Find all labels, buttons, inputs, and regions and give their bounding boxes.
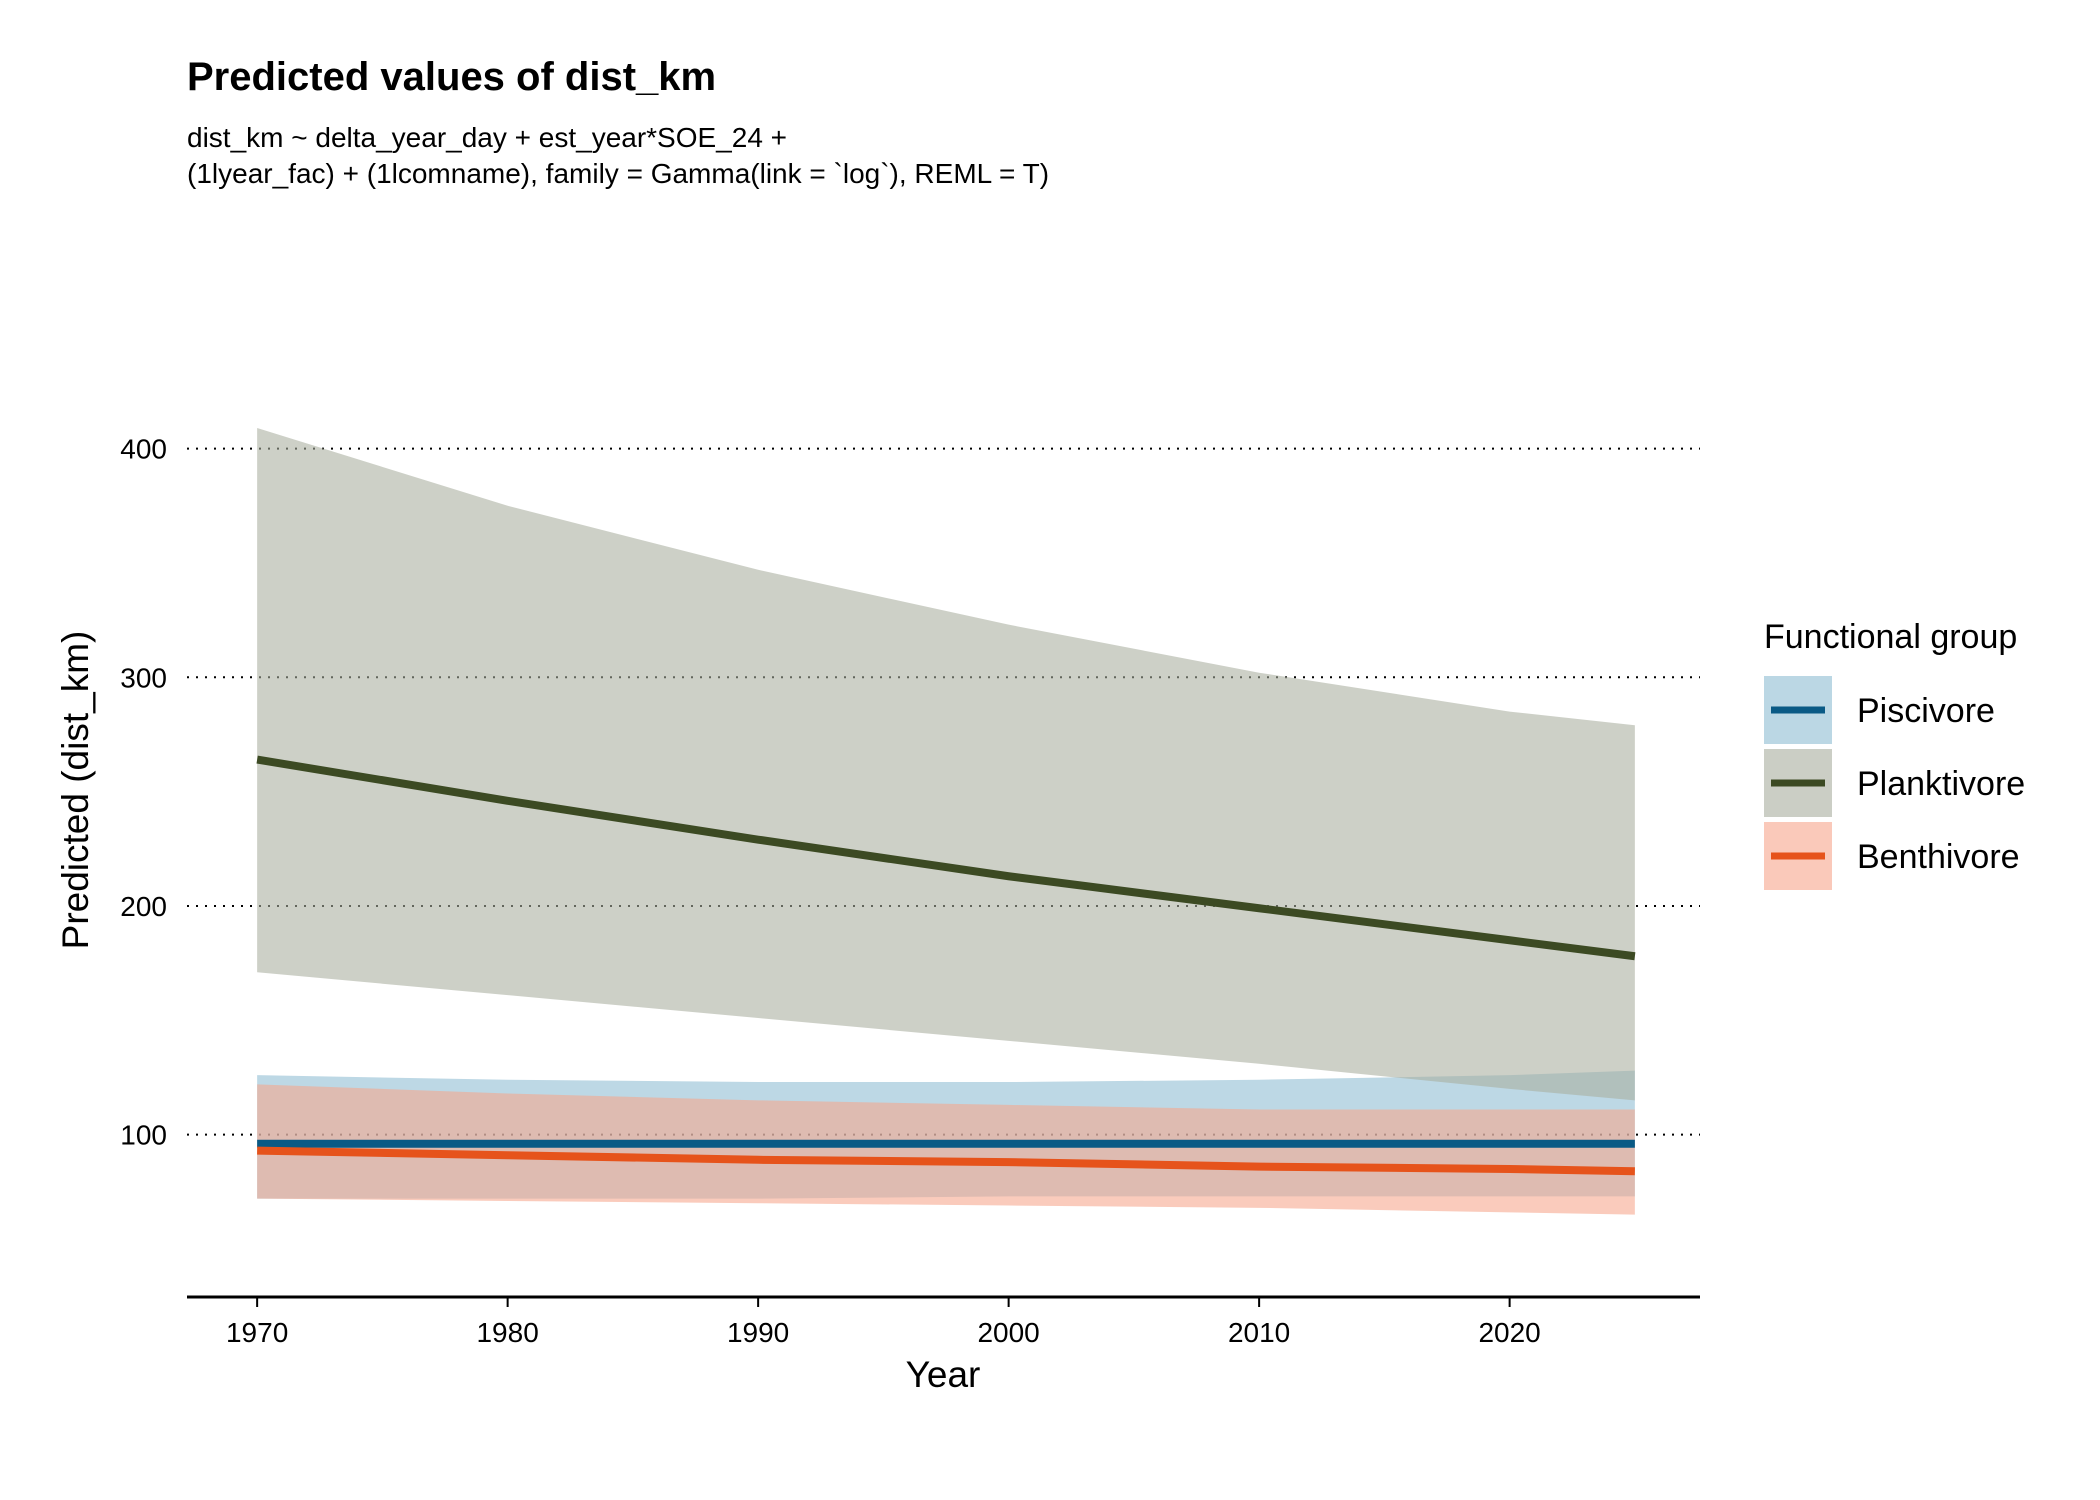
- x-axis-ticks: 1970 1980 1990 2000 2010 2020: [226, 1297, 1541, 1348]
- legend-item-planktivore: Planktivore: [1764, 749, 2025, 817]
- legend-label-planktivore: Planktivore: [1857, 765, 2025, 803]
- x-tick-label-1990: 1990: [727, 1317, 789, 1348]
- x-tick-label-1980: 1980: [476, 1317, 538, 1348]
- chart-subtitle-line-1: dist_km ~ delta_year_day + est_year*SOE_…: [187, 122, 787, 153]
- y-axis-title: Predicted (dist_km): [55, 631, 96, 950]
- series-lines: [256, 755, 1636, 1176]
- legend-label-benthivore: Benthivore: [1857, 838, 2020, 876]
- x-tick-label-2000: 2000: [977, 1317, 1039, 1348]
- x-tick-label-2010: 2010: [1228, 1317, 1290, 1348]
- ribbon-planktivore: [257, 428, 1635, 1101]
- x-axis-title: Year: [906, 1354, 981, 1395]
- y-tick-label-300: 300: [120, 662, 167, 693]
- confidence-ribbons: [257, 428, 1635, 1215]
- x-tick-label-1970: 1970: [226, 1317, 288, 1348]
- legend-item-piscivore: Piscivore: [1764, 676, 1995, 744]
- x-tick-label-2020: 2020: [1478, 1317, 1540, 1348]
- y-tick-label-400: 400: [120, 434, 167, 465]
- legend-label-piscivore: Piscivore: [1857, 692, 1995, 730]
- ribbon-benthivore: [257, 1084, 1635, 1215]
- chart-subtitle-line-2: (1lyear_fac) + (1lcomname), family = Gam…: [187, 158, 1049, 189]
- legend-item-benthivore: Benthivore: [1764, 822, 2020, 890]
- legend-title: Functional group: [1764, 618, 2017, 656]
- y-tick-label-200: 200: [120, 891, 167, 922]
- line-planktivore: [256, 755, 1636, 961]
- y-tick-label-100: 100: [120, 1120, 167, 1151]
- y-axis-ticks: 100 200 300 400: [120, 434, 167, 1151]
- line-benthivore: [257, 1146, 1635, 1176]
- chart-title: Predicted values of dist_km: [187, 55, 716, 99]
- legend: Functional group Piscivore Planktivore Ben…: [1764, 618, 2025, 890]
